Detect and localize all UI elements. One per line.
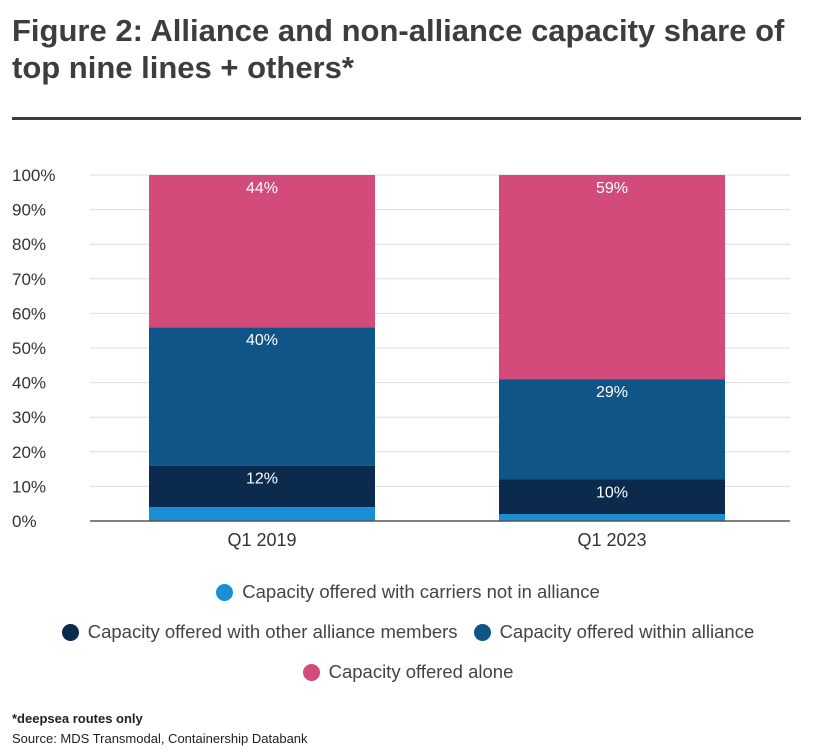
bar-segment (149, 465, 375, 508)
title-divider (12, 117, 801, 120)
y-tick-label: 20% (12, 443, 46, 462)
data-label: 10% (596, 484, 628, 501)
bar-segment (149, 175, 375, 328)
x-category-label: Q1 2023 (577, 530, 646, 550)
data-label: 12% (246, 471, 278, 488)
source-note: Source: MDS Transmodal, Containership Da… (12, 731, 308, 746)
legend-row-2: Capacity offered with other alliance mem… (0, 612, 816, 652)
legend-label-other-alliance-members: Capacity offered with other alliance mem… (87, 621, 458, 642)
y-tick-label: 30% (12, 408, 46, 427)
data-label: 59% (596, 180, 628, 197)
bar-segment (499, 514, 725, 521)
legend-swatch-other-alliance-members (61, 623, 79, 641)
y-tick-label: 0% (12, 512, 37, 531)
footnote: *deepsea routes only (12, 711, 143, 726)
legend: Capacity offered with carriers not in al… (0, 572, 816, 692)
y-tick-label: 60% (12, 304, 46, 323)
bar-segment (499, 175, 725, 380)
data-label: 29% (596, 384, 628, 401)
stacked-bar-chart: 0% 10% 20% 30% 40% 50% 60% 70% 80% 90% 100% 12% 40% 4… (12, 166, 790, 550)
legend-row-3: Capacity offered alone (0, 652, 816, 692)
data-label: 40% (246, 332, 278, 349)
x-category-label: Q1 2019 (227, 530, 296, 550)
legend-item-alone: Capacity offered alone (302, 661, 514, 683)
legend-swatch-within-alliance (473, 623, 491, 641)
legend-label-alone: Capacity offered alone (328, 661, 514, 682)
bar-segment (499, 379, 725, 480)
y-tick-label: 80% (12, 235, 46, 254)
bar-segment (499, 479, 725, 515)
y-tick-label: 90% (12, 201, 46, 220)
y-tick-label: 40% (12, 374, 46, 393)
legend-label-within-alliance: Capacity offered within alliance (499, 621, 755, 642)
data-label: 44% (246, 180, 278, 197)
y-tick-label: 100% (12, 166, 55, 185)
legend-item-within-alliance: Capacity offered within alliance (473, 621, 755, 643)
y-tick-label: 50% (12, 339, 46, 358)
y-tick-label: 10% (12, 477, 46, 496)
legend-item-other-alliance-members: Capacity offered with other alliance mem… (61, 621, 458, 643)
legend-swatch-alone (302, 663, 320, 681)
bar-segment (149, 507, 375, 521)
legend-label-not-in-alliance: Capacity offered with carriers not in al… (242, 581, 600, 602)
chart-title: Figure 2: Alliance and non-alliance capa… (12, 13, 785, 85)
legend-item-not-in-alliance: Capacity offered with carriers not in al… (216, 581, 600, 603)
legend-row-1: Capacity offered with carriers not in al… (0, 572, 816, 612)
bar-segment (149, 327, 375, 466)
y-tick-label: 70% (12, 270, 46, 289)
legend-swatch-not-in-alliance (216, 583, 234, 601)
